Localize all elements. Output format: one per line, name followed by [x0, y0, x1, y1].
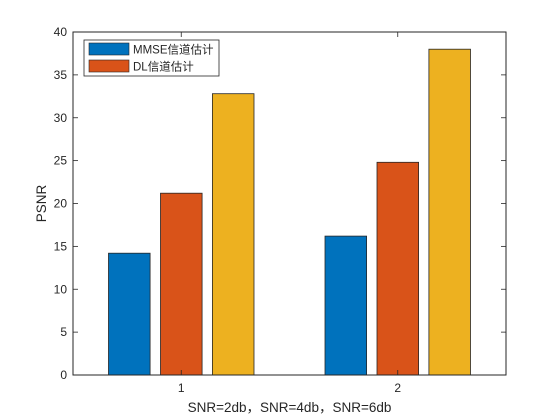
bar-series-1-cat-1 — [108, 252, 151, 376]
bar-series-3-cat-1 — [211, 93, 255, 376]
legend-swatch-1 — [88, 42, 130, 56]
legend-label-1: MMSE信道估计 — [133, 43, 214, 57]
y-tick-label: 25 — [54, 154, 68, 168]
y-tick-label: 40 — [54, 25, 68, 39]
y-tick-label: 15 — [54, 239, 68, 253]
bar-series-1-cat-2 — [324, 235, 367, 376]
bar-series-3-cat-2 — [428, 48, 471, 376]
bar-group — [108, 48, 471, 376]
x-axis-label: SNR=2db，SNR=4db，SNR=6db — [188, 400, 392, 415]
legend: MMSE信道估计 DL信道估计 — [83, 39, 220, 77]
y-axis: 0 5 10 15 20 25 30 35 40 — [54, 25, 506, 382]
y-tick-label: 10 — [54, 282, 68, 296]
y-tick-label: 20 — [54, 197, 68, 211]
y-tick-label: 0 — [60, 368, 67, 382]
legend-label-2: DL信道估计 — [133, 60, 194, 74]
y-tick-label: 5 — [60, 325, 67, 339]
y-axis-label: PSNR — [34, 184, 49, 222]
bar-series-2-cat-2 — [376, 161, 419, 376]
x-tick-label: 2 — [394, 381, 401, 395]
bar-series-2-cat-1 — [160, 192, 203, 376]
x-tick-label: 1 — [178, 381, 185, 395]
y-tick-label: 35 — [54, 68, 68, 82]
legend-swatch-2 — [88, 59, 130, 73]
y-tick-label: 30 — [54, 111, 68, 125]
